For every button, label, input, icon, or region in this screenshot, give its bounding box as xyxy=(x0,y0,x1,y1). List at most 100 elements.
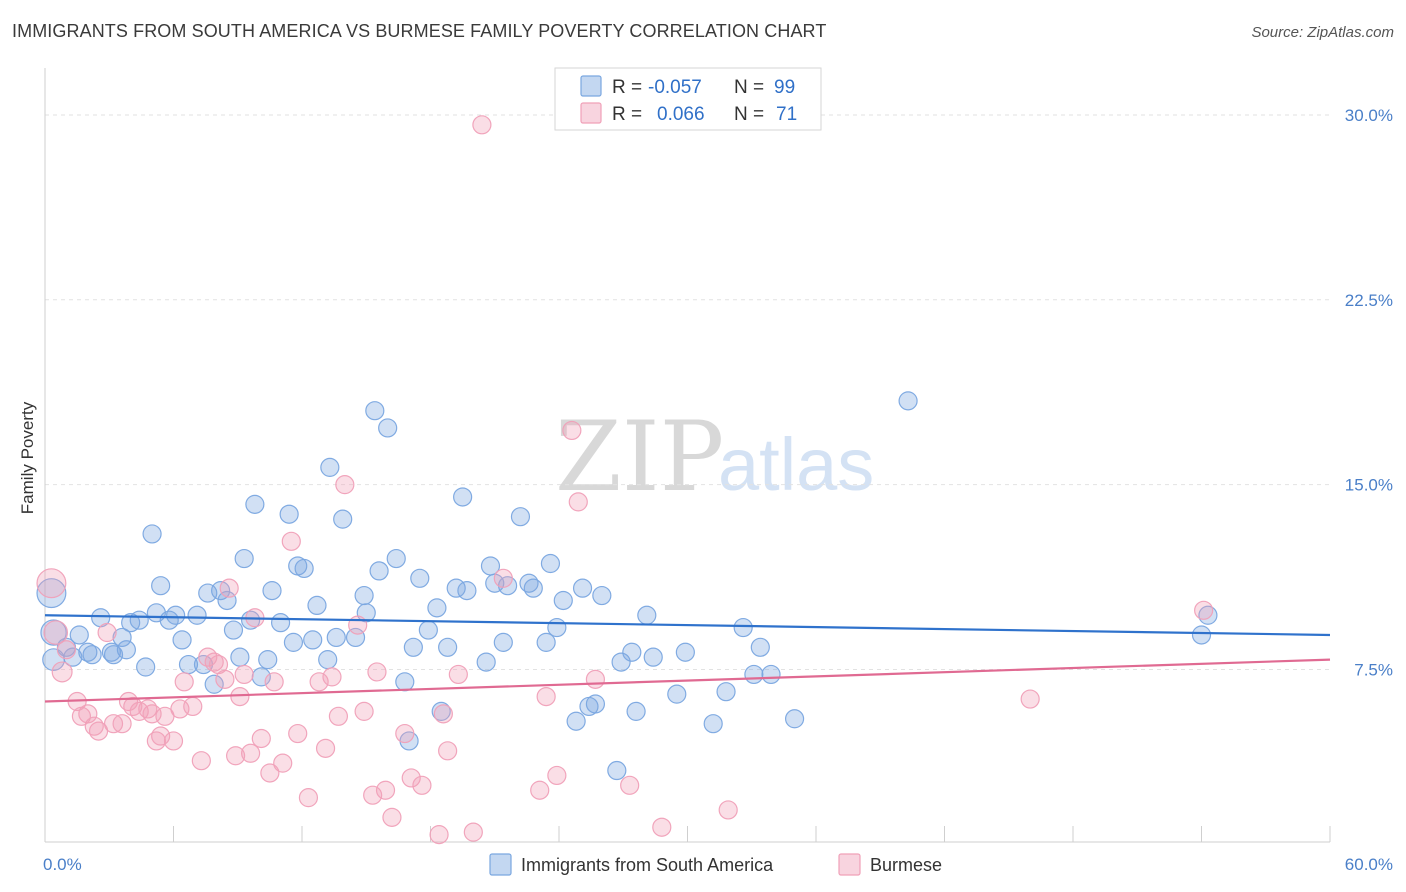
point-blue-85 xyxy=(622,642,642,662)
legend-n-label-pink: N = xyxy=(734,104,764,125)
series-immigrants-south-america xyxy=(36,391,1218,781)
legend-n-label-blue: N = xyxy=(734,77,764,98)
point-pink-32 xyxy=(234,664,254,685)
point-pink-31 xyxy=(230,686,250,707)
point-pink-28 xyxy=(215,669,235,689)
trend-line-blue xyxy=(44,614,1331,637)
point-blue-84 xyxy=(611,652,631,672)
point-blue-21 xyxy=(172,630,192,650)
point-pink-6 xyxy=(78,704,98,724)
point-pink-68 xyxy=(585,669,606,689)
point-blue-0 xyxy=(36,578,67,609)
point-blue-47 xyxy=(333,509,353,529)
point-blue-98 xyxy=(898,391,918,411)
point-blue-31 xyxy=(234,548,254,569)
point-pink-44 xyxy=(322,667,342,687)
x-tick-label-0: 0.0% xyxy=(43,855,82,874)
point-blue-20 xyxy=(166,605,186,625)
point-pink-54 xyxy=(401,768,421,788)
point-blue-86 xyxy=(626,701,646,721)
point-blue-16 xyxy=(142,524,162,544)
point-blue-93 xyxy=(733,617,753,638)
point-blue-18 xyxy=(151,576,171,596)
point-blue-39 xyxy=(283,632,304,652)
point-blue-12 xyxy=(116,640,136,660)
point-blue-76 xyxy=(547,617,567,638)
point-pink-39 xyxy=(281,531,301,551)
point-pink-33 xyxy=(241,743,261,763)
legend-r-value-blue: -0.057 xyxy=(648,77,702,98)
bottom-legend-label-pink: Burmese xyxy=(870,855,942,875)
point-pink-43 xyxy=(315,738,336,758)
point-blue-54 xyxy=(386,548,406,569)
legend-box xyxy=(554,67,822,131)
point-pink-22 xyxy=(174,672,194,692)
point-blue-95 xyxy=(750,637,770,657)
point-pink-61 xyxy=(472,115,492,135)
point-blue-41 xyxy=(294,558,314,579)
point-blue-64 xyxy=(453,487,473,507)
legend-n-value-pink: 71 xyxy=(776,104,797,125)
point-pink-55 xyxy=(412,775,432,795)
bottom-legend-label-blue: Immigrants from South America xyxy=(521,855,774,875)
source-label: Source: ZipAtlas.com xyxy=(1251,24,1394,41)
point-blue-75 xyxy=(540,553,561,574)
x-tick-label-1: 60.0% xyxy=(1345,855,1393,874)
point-pink-56 xyxy=(429,825,449,845)
point-blue-79 xyxy=(572,578,593,598)
point-blue-45 xyxy=(320,457,340,477)
point-blue-5 xyxy=(69,625,89,645)
legend-swatch-blue xyxy=(580,75,602,97)
point-blue-61 xyxy=(431,701,451,721)
point-pink-37 xyxy=(264,672,284,692)
point-pink-38 xyxy=(273,753,293,773)
point-blue-53 xyxy=(378,418,398,438)
point-blue-49 xyxy=(354,585,374,606)
point-blue-96 xyxy=(761,664,781,685)
point-pink-48 xyxy=(354,701,374,721)
point-blue-15 xyxy=(136,657,156,677)
point-pink-45 xyxy=(328,706,349,726)
point-blue-57 xyxy=(403,637,423,657)
trend-lines xyxy=(44,614,1331,703)
point-blue-23 xyxy=(187,605,207,625)
point-pink-63 xyxy=(530,780,550,800)
point-blue-71 xyxy=(510,507,531,527)
bottom-legend: Immigrants from South America Burmese xyxy=(489,853,942,876)
point-pink-24 xyxy=(191,751,211,771)
point-pink-67 xyxy=(568,492,588,512)
point-pink-40 xyxy=(288,723,308,744)
point-pink-29 xyxy=(219,578,239,598)
chart-title: IMMIGRANTS FROM SOUTH AMERICA VS BURMESE… xyxy=(12,21,827,41)
point-blue-10 xyxy=(103,645,124,665)
point-blue-28 xyxy=(217,590,237,611)
trend-line-pink xyxy=(44,658,1331,703)
point-pink-11 xyxy=(112,714,132,734)
y-tick-label-1: 15.0% xyxy=(1345,476,1393,495)
point-blue-97 xyxy=(784,709,805,729)
point-blue-43 xyxy=(307,595,327,616)
bottom-legend-swatch-blue xyxy=(489,853,512,876)
point-pink-51 xyxy=(375,780,396,800)
point-blue-94 xyxy=(744,664,764,685)
point-blue-51 xyxy=(365,401,385,421)
point-pink-36 xyxy=(260,763,280,783)
point-pink-2 xyxy=(51,661,73,683)
watermark-atlas: atlas xyxy=(718,423,874,506)
point-blue-14 xyxy=(129,610,149,630)
point-pink-52 xyxy=(382,807,402,827)
point-blue-4 xyxy=(63,647,83,667)
point-blue-66 xyxy=(476,652,496,672)
point-pink-59 xyxy=(448,664,468,685)
point-blue-44 xyxy=(318,650,338,670)
point-blue-92 xyxy=(716,682,736,702)
point-blue-82 xyxy=(592,585,612,606)
point-blue-29 xyxy=(223,620,244,640)
point-blue-90 xyxy=(675,642,695,662)
point-blue-58 xyxy=(410,568,430,588)
point-blue-65 xyxy=(457,581,477,601)
point-pink-46 xyxy=(335,475,355,495)
point-blue-37 xyxy=(270,613,291,633)
point-blue-7 xyxy=(82,645,102,665)
point-pink-42 xyxy=(309,672,329,692)
